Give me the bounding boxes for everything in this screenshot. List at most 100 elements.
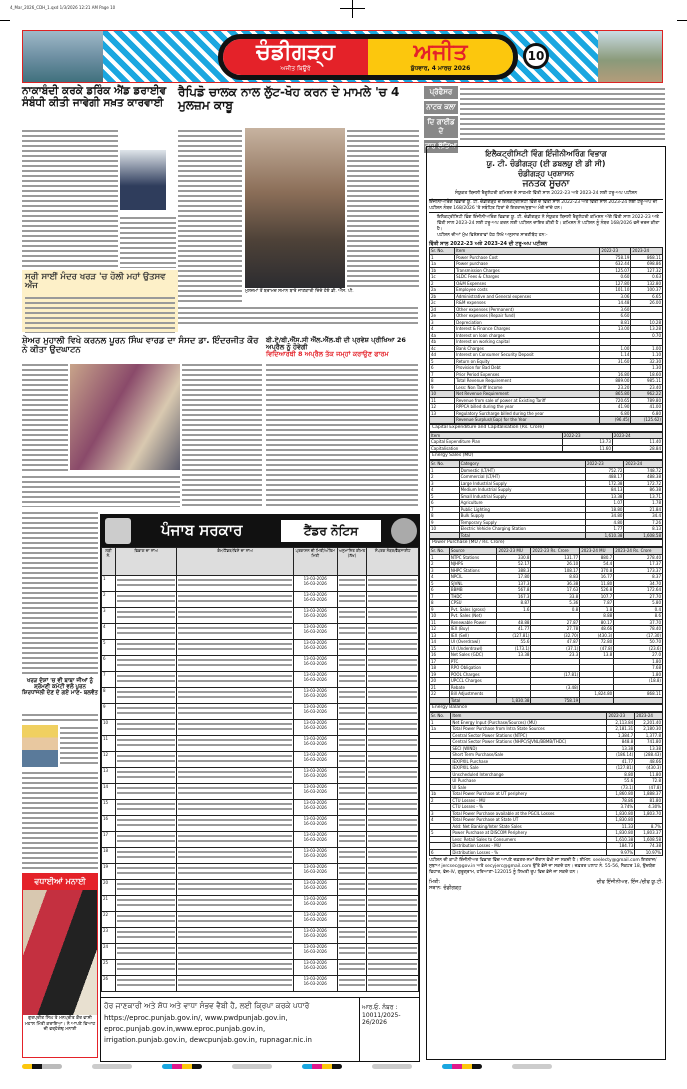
headline-rapido-robbery: ਰੈਪਿਡੋ ਚਾਲਕ ਨਾਲ ਲੁੱਟ-ਖੋਹ ਕਰਨ ਦੇ ਮਾਮਲੇ 'ਚ…	[178, 85, 400, 113]
cell-text	[338, 737, 366, 748]
headline-llb-entrance: ਬੀ.ਏ/ਬੀ.ਐੱਸ.ਸੀ ਐੱਲ.ਐੱਲ.ਬੀ ਦੀ ਪ੍ਰਵੇਸ਼ ਪ੍ਰ…	[266, 336, 406, 352]
cell-text	[368, 929, 417, 940]
cell-text	[338, 833, 366, 844]
serial-cell: 1b	[428, 790, 452, 798]
table-row: 1a Total Power Purchase from Intra State …	[428, 725, 663, 733]
tender-cell	[336, 719, 368, 736]
closing-date: 16-03-2026	[303, 933, 327, 938]
value-cell: IEX/PXIL Purchase	[450, 757, 608, 765]
tender-row: 5 13-03-2026 16-03-2026	[101, 639, 419, 656]
tender-cell: 13-03-2026 16-03-2026	[292, 639, 338, 656]
article-body	[22, 510, 98, 675]
value-cell: 1,830.38	[496, 696, 532, 704]
value-cell: 48.88	[496, 618, 532, 626]
value-cell: 2,180.30	[634, 725, 663, 733]
value-cell: 8.87	[496, 599, 532, 607]
value-cell: 11.80	[634, 770, 663, 778]
value-cell: Power Purchase at DISCOM Periphery	[450, 829, 608, 837]
table-row: 14 UI (Overdrawl) 55.6 47.87 72.80 50.70	[429, 638, 663, 646]
print-registration-marks	[22, 1064, 662, 1070]
value-cell: 388.3	[496, 566, 532, 574]
serial-cell	[429, 696, 450, 704]
cell-text	[116, 577, 176, 588]
serial-cell: 6	[429, 586, 450, 594]
website-link[interactable]: eproc.punjab.gov.in,www.eproc.punjab.gov…	[104, 1025, 266, 1033]
serial-cell: 2	[429, 560, 450, 568]
tender-cell	[176, 815, 294, 832]
cell-text	[368, 849, 417, 860]
tender-serial: 2	[101, 591, 116, 608]
cell-text	[116, 721, 176, 732]
column-header: Item	[450, 712, 608, 720]
serial-cell: 19	[429, 670, 450, 678]
tender-cell	[114, 831, 178, 848]
cell-text	[116, 657, 176, 668]
tender-serial: 11	[101, 735, 116, 752]
cell-text	[178, 801, 292, 812]
website-link[interactable]: https://eproc.punjab.gov.in/, www.pwdpun…	[104, 1014, 288, 1022]
cell-text	[178, 897, 292, 908]
value-cell: 7.87	[579, 599, 615, 607]
table-row: Central Sector Power Stations (NHPC/SJVN…	[428, 738, 663, 746]
tender-cell: 13-03-2026 16-03-2026	[292, 943, 338, 960]
value-cell: 27.70	[613, 592, 663, 600]
tender-row: 22 13-03-2026 16-03-2026	[101, 911, 419, 928]
serial-cell: 17	[429, 657, 450, 665]
table-row: 13 IEX (Sell) (127.81) (32.70) (430.3) (17.30…	[429, 631, 663, 639]
cell-text	[368, 881, 417, 892]
cell-text	[368, 913, 417, 924]
tender-cell	[366, 687, 419, 704]
cell-text	[338, 961, 366, 972]
closing-date: 16-03-2026	[303, 661, 327, 666]
tender-cell	[176, 911, 294, 928]
headline-shiromani: ਖਰੜ ਦੇਸ਼ਾਂ 'ਚ ਵੀ ਬਾਬਾ ਜੀਆਂ ਨੂੰ ਸ਼੍ਰੋਮਣੀ …	[22, 678, 98, 697]
article-body	[182, 362, 262, 507]
serial-cell: 20	[429, 677, 450, 685]
serial-cell	[428, 822, 452, 830]
tender-cell	[114, 671, 178, 688]
website-link[interactable]: irrigation.punjab.gov.in, dewcpunjab.gov…	[104, 1036, 312, 1044]
value-cell	[579, 670, 615, 678]
serial-cell: 4	[429, 573, 450, 581]
value-cell: 13.8	[579, 651, 615, 659]
tender-cell	[366, 799, 419, 816]
tender-cell: 13-03-2026 16-03-2026	[292, 799, 338, 816]
tender-cell	[114, 911, 178, 928]
value-cell: 4.30%	[634, 803, 663, 811]
cell-text	[368, 865, 417, 876]
table-row: Central Sector Power Stations (NTPC) 1,38…	[428, 731, 663, 739]
cell-text	[368, 801, 417, 812]
cell-text	[178, 721, 292, 732]
headline-ward-inauguration: ਸ਼ੇਅਰ ਮੁਹਾਲੀ ਵਿਖੇ ਕਰਨਲ ਪੂਰਨ ਸਿੰਘ ਵਾਰਡ ਦਾ…	[22, 336, 259, 356]
tender-cell	[176, 847, 294, 864]
tender-cell	[176, 863, 294, 880]
closing-date: 16-03-2026	[303, 757, 327, 762]
notice-intro: ਸੰਯੁਕਤ ਬਿਜਲੀ ਰੈਗੂਲੇਟਰੀ ਕਮਿਸ਼ਨ ਦੇ ਸਾਹਮਣੇ …	[454, 191, 638, 196]
tender-cell	[336, 975, 368, 992]
tender-websites: https://eproc.punjab.gov.in/, www.pwdpun…	[104, 1013, 354, 1046]
table-row: 2 Commercial (LT/HT) 488.17 488.38	[429, 473, 663, 481]
tender-row: 15 13-03-2026 16-03-2026	[101, 799, 419, 816]
tender-row: 9 13-03-2026 16-03-2026	[101, 703, 419, 720]
value-cell: 137.3	[496, 579, 532, 587]
tender-cell: 13-03-2026 16-03-2026	[292, 623, 338, 640]
tender-cell: 13-03-2026 16-03-2026	[292, 959, 338, 976]
value-cell: 78.40	[613, 625, 663, 633]
value-cell: (96.45)	[599, 416, 632, 424]
department-unit: ਯੂ. ਟੀ. ਚੰਡੀਗੜ੍ਹ (ਈ ਡਬਲਯੂ ਈ ਡੀ ਸੀ)	[486, 159, 606, 168]
cell-text	[178, 961, 292, 972]
value-cell: (430.3)	[579, 631, 615, 639]
closing-date: 16-03-2026	[303, 949, 327, 954]
value-cell: 34.70	[613, 579, 663, 587]
tender-serial: 13	[101, 767, 116, 784]
cell-text	[368, 593, 417, 604]
article-body	[120, 215, 176, 268]
value-cell: (17.30)	[613, 631, 663, 639]
article-body	[347, 128, 419, 288]
cell-text	[368, 577, 417, 588]
value-cell: 13.38	[634, 744, 663, 752]
tender-cell	[114, 735, 178, 752]
serial-cell	[428, 757, 452, 765]
tender-cell	[336, 703, 368, 720]
tender-cell	[176, 975, 294, 992]
